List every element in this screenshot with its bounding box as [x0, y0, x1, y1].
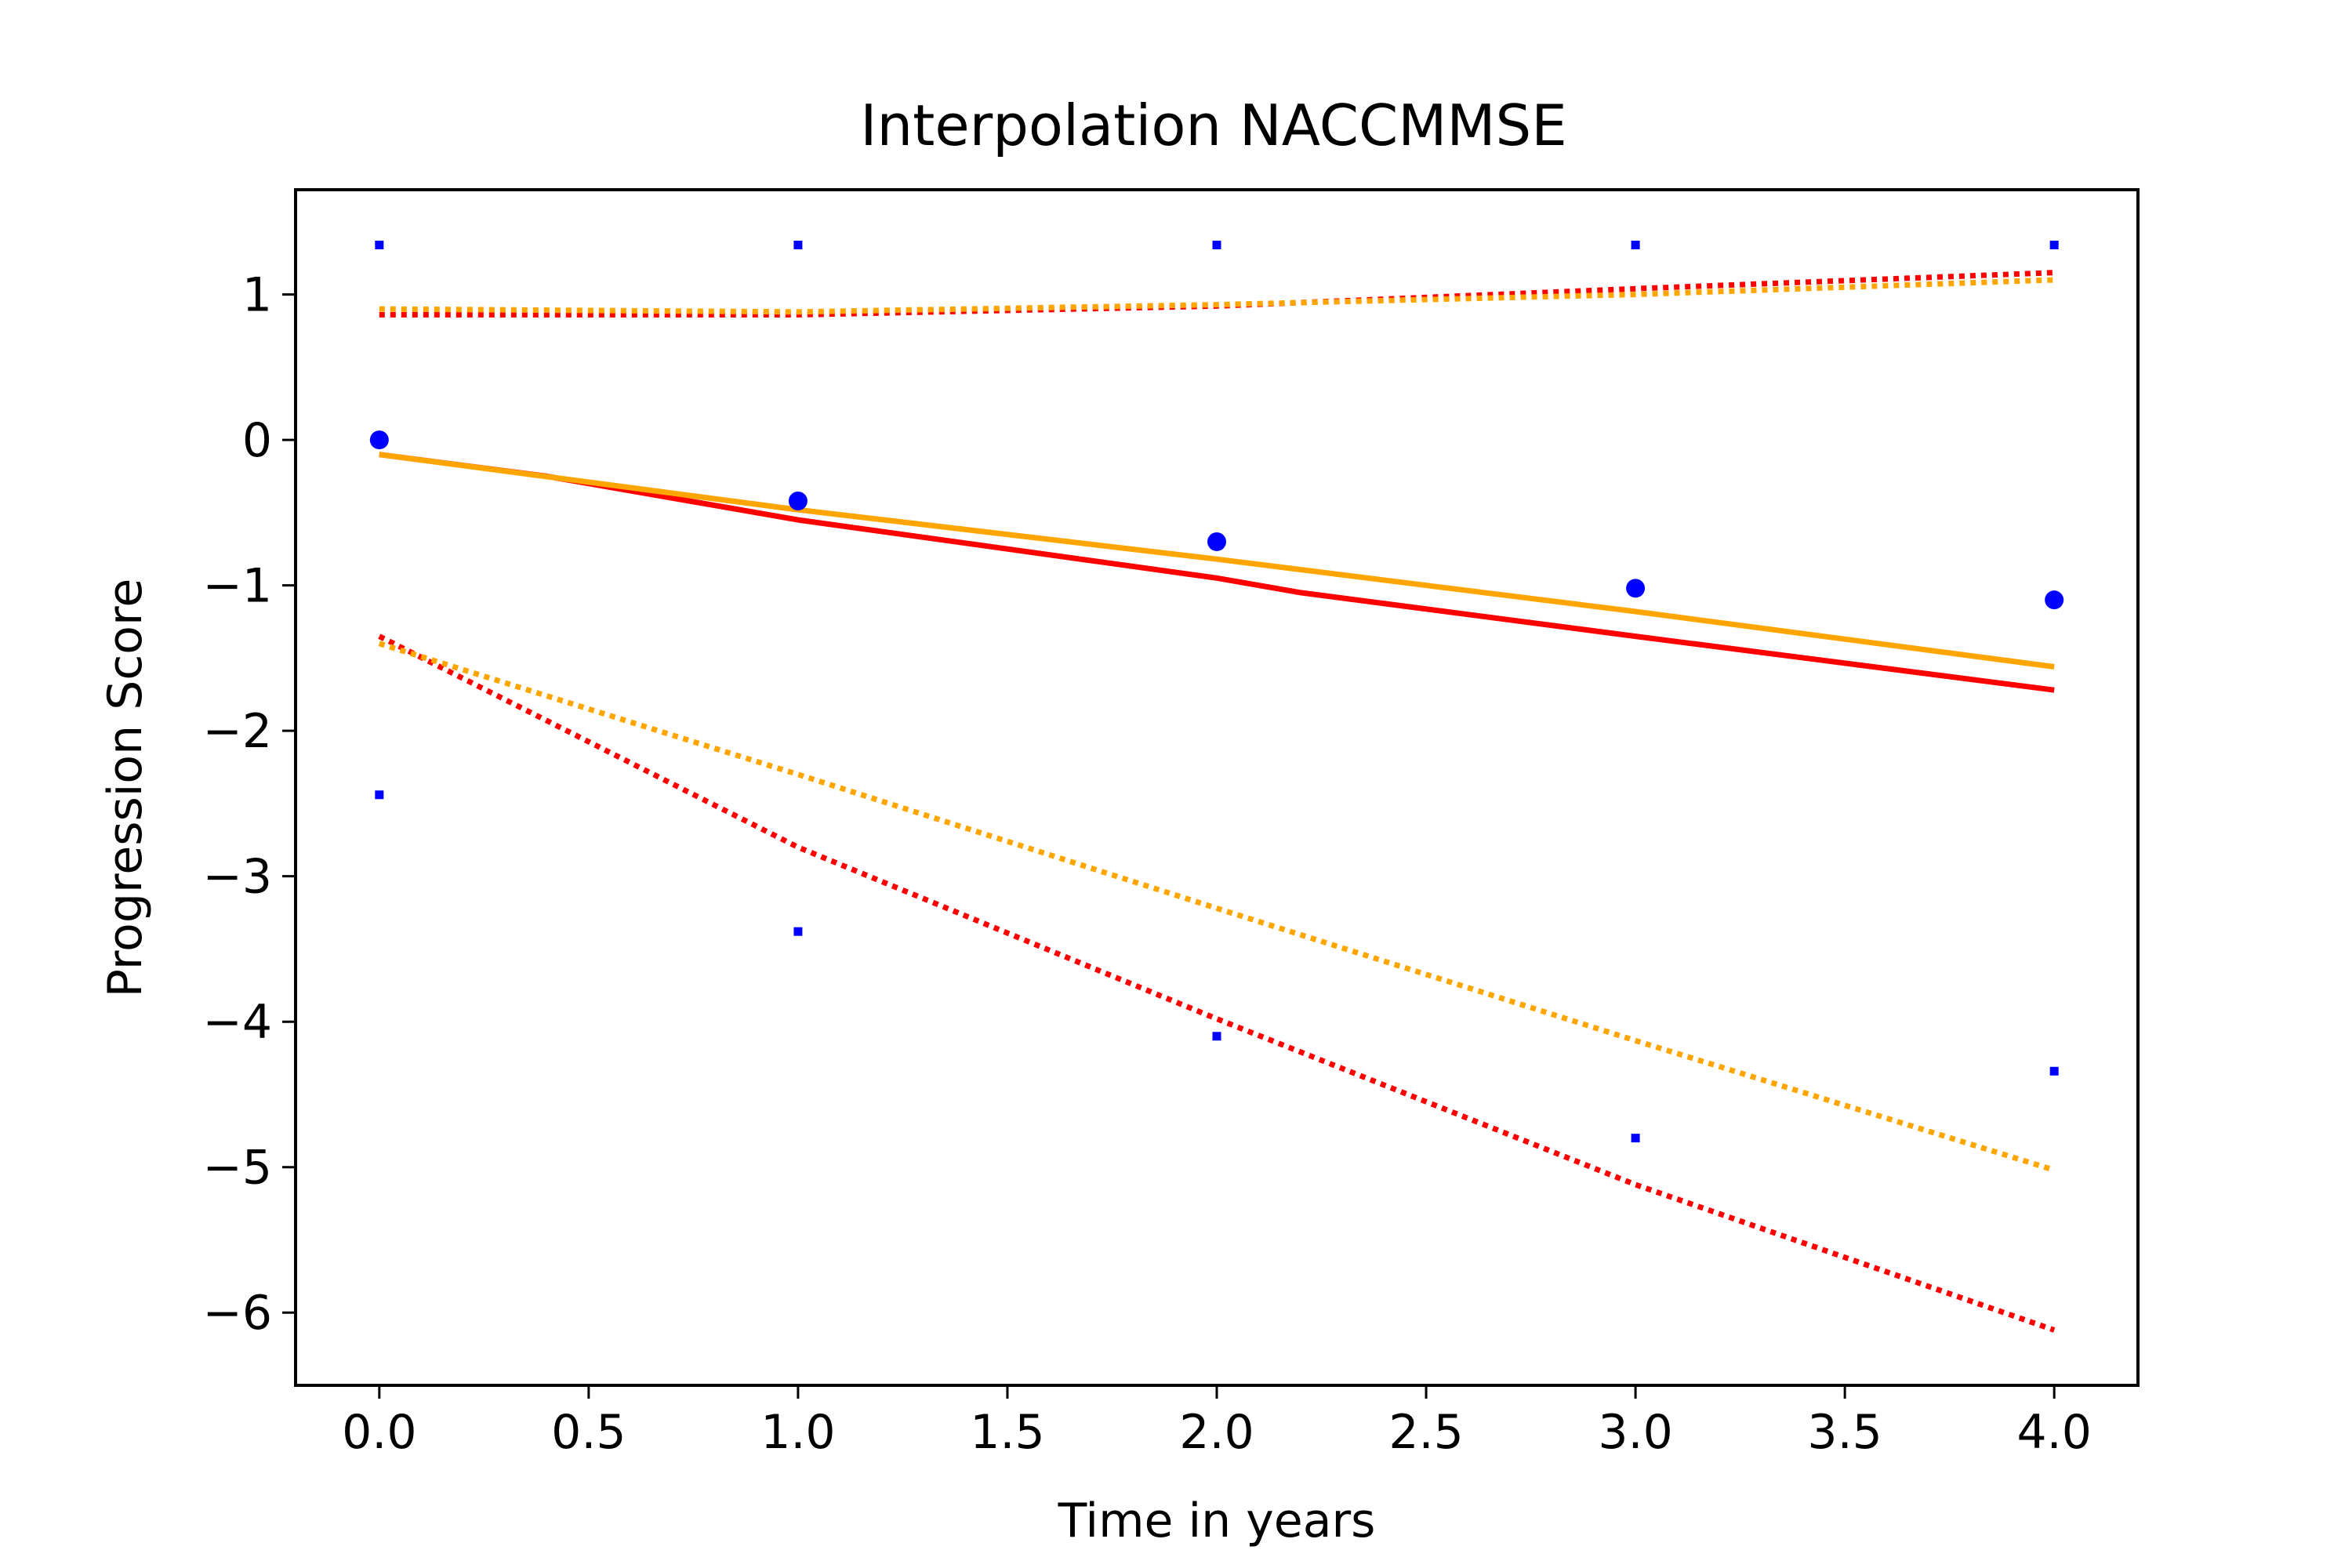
x-tick-label: 1.5 — [970, 1405, 1044, 1460]
data-point — [369, 430, 389, 450]
bound-marker — [2049, 240, 2059, 249]
x-tick-label: 2.5 — [1388, 1405, 1463, 1460]
data-point — [1207, 532, 1226, 551]
chart-title: Interpolation NACCMMSE — [860, 93, 1567, 158]
dotted-series-line — [379, 277, 2055, 315]
x-tick-label: 3.5 — [1807, 1405, 1882, 1460]
y-tick-label: 0 — [242, 413, 272, 468]
dotted-series-line — [378, 633, 2056, 1333]
y-tick-label: −5 — [203, 1141, 272, 1196]
x-tick-label: 4.0 — [2016, 1405, 2091, 1460]
y-tick-label: −2 — [203, 704, 272, 759]
x-tick-label: 0.5 — [551, 1405, 626, 1460]
bound-marker — [1631, 240, 1640, 249]
plot-area — [369, 240, 2064, 1333]
y-tick-label: −3 — [203, 850, 272, 905]
bound-marker — [375, 240, 384, 249]
dotted-series-line — [378, 641, 2056, 1173]
data-point — [1626, 579, 1646, 598]
x-tick-label: 2.0 — [1179, 1405, 1254, 1460]
y-axis-label: Progression Score — [98, 579, 153, 998]
bound-marker — [793, 240, 803, 249]
y-tick-label: 1 — [242, 268, 272, 323]
x-tick-label: 3.0 — [1598, 1405, 1672, 1460]
y-axis: 1 0 −1 −2 −3 −4 −5 −6 — [203, 268, 296, 1341]
x-axis-label: Time in years — [1058, 1494, 1376, 1548]
y-tick-label: −1 — [203, 559, 272, 614]
data-point — [2045, 590, 2064, 610]
bound-marker — [793, 927, 803, 936]
data-point — [788, 492, 808, 511]
x-tick-label: 0.0 — [342, 1405, 416, 1460]
x-axis: 0.0 0.5 1.0 1.5 2.0 2.5 3.0 3.5 4.0 — [342, 1385, 2092, 1460]
x-tick-label: 1.0 — [760, 1405, 835, 1460]
bound-marker — [2049, 1066, 2059, 1076]
solid-series-line — [379, 452, 2055, 670]
bound-marker — [1212, 240, 1221, 249]
bound-marker — [1631, 1134, 1640, 1143]
y-tick-label: −6 — [203, 1286, 272, 1341]
y-tick-label: −4 — [203, 995, 272, 1050]
bound-marker — [375, 790, 384, 800]
bound-marker — [1212, 1032, 1221, 1041]
